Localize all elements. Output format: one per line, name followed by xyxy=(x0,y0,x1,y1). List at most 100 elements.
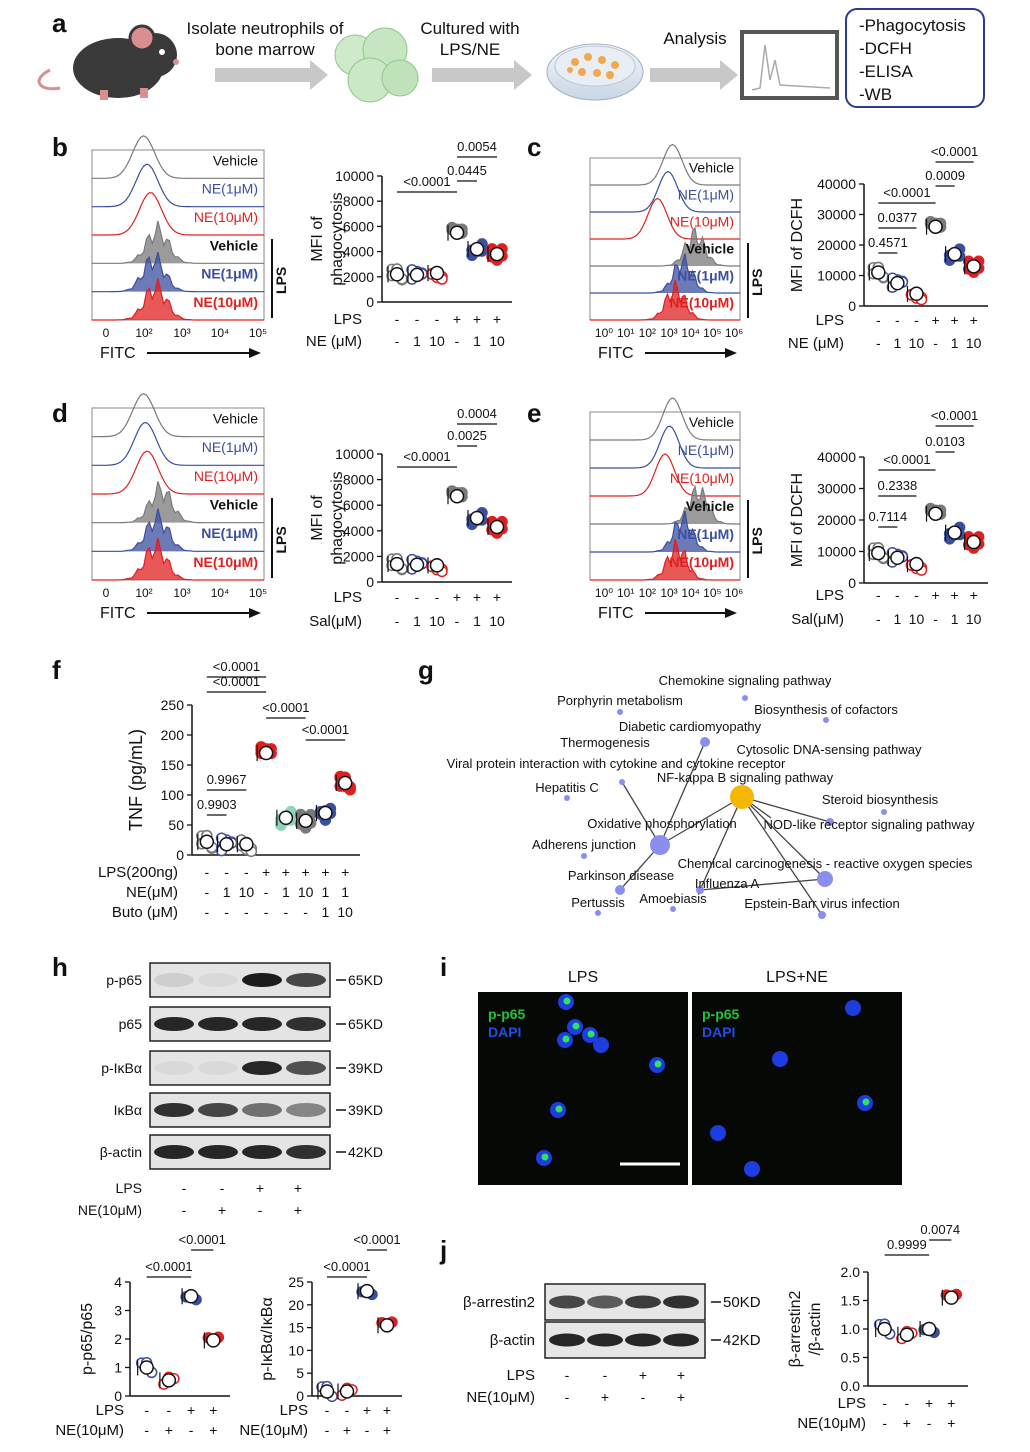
condition-value: + xyxy=(951,587,959,603)
mean-marker xyxy=(469,241,485,257)
y-tick-label: 25 xyxy=(288,1274,304,1290)
molecular-weight-label: 42KD xyxy=(723,1332,761,1349)
condition-value: - xyxy=(895,587,900,603)
condition-row-label: LPS(200ng) xyxy=(98,864,178,881)
x-tick-label: 10⁵ xyxy=(703,326,721,340)
condition-value: + xyxy=(473,311,481,327)
stain-label-pp65: p-p65 xyxy=(702,1006,740,1022)
blot-band xyxy=(625,1333,661,1347)
mean-marker xyxy=(489,246,505,262)
condition-value: + xyxy=(262,864,270,880)
x-tick-label: 10⁴ xyxy=(211,586,230,600)
mean-marker xyxy=(909,286,924,302)
y-axis-label: /β-actin xyxy=(807,1303,824,1356)
histogram-trace-5 xyxy=(92,537,264,581)
condition-row-label: LPS xyxy=(96,1402,124,1419)
monitor-illustration xyxy=(740,30,839,100)
axis-arrow-head xyxy=(249,608,261,618)
condition-value: + xyxy=(947,1415,955,1431)
network-node xyxy=(581,853,587,859)
condition-value: - xyxy=(455,613,460,629)
histogram-label: NE(10μM) xyxy=(670,213,734,229)
blot-band xyxy=(549,1333,585,1347)
y-tick-label: 200 xyxy=(161,727,185,743)
x-tick-label: 0 xyxy=(103,326,110,340)
y-tick-label: 2.0 xyxy=(841,1264,861,1280)
condition-value: + xyxy=(383,1402,391,1418)
condition-value: 1 xyxy=(413,613,421,629)
y-tick-label: 0 xyxy=(848,298,856,314)
y-tick-label: 4000 xyxy=(343,244,374,260)
network-node xyxy=(826,818,834,826)
condition-value: + xyxy=(218,1202,226,1218)
condition-value: - xyxy=(144,1402,149,1418)
panel-label-a: a xyxy=(52,8,67,38)
condition-row-label: NE(10μM) xyxy=(239,1422,308,1439)
condition-value: - xyxy=(144,1422,149,1438)
x-tick-label: 10² xyxy=(135,586,152,600)
arrow-icon xyxy=(215,60,328,90)
mean-marker xyxy=(890,550,905,566)
histogram-trace-1 xyxy=(590,170,740,213)
condition-value: 10 xyxy=(966,611,982,627)
mean-marker xyxy=(318,805,333,821)
condition-value: + xyxy=(947,1395,955,1411)
y-axis-label: MFI of DCFH xyxy=(789,473,806,567)
histogram-trace-4 xyxy=(91,508,265,552)
y-tick-label: 2 xyxy=(114,1331,122,1347)
panel-label-g: g xyxy=(418,655,434,685)
condition-value: - xyxy=(415,589,420,605)
y-tick-label: 250 xyxy=(161,697,185,713)
p-value-label: <0.0001 xyxy=(179,1232,226,1247)
condition-value: - xyxy=(395,311,400,327)
network-node xyxy=(742,695,748,701)
p-value-label: <0.0001 xyxy=(883,452,930,467)
p-value-label: 0.0377 xyxy=(878,210,918,225)
network-edge xyxy=(699,796,743,891)
x-tick-label: 10³ xyxy=(173,586,190,600)
condition-row-label: LPS xyxy=(816,587,844,604)
arrow-icon xyxy=(432,60,532,90)
network-term-label: Chemical carcinogenesis - reactive oxyge… xyxy=(678,856,973,871)
condition-value: + xyxy=(187,1402,195,1418)
condition-value: 1 xyxy=(951,611,959,627)
histogram-trace-2 xyxy=(590,453,740,497)
histogram-label: NE(1μM) xyxy=(678,442,734,458)
blot-band xyxy=(587,1333,623,1347)
y-tick-label: 0 xyxy=(114,1388,122,1404)
condition-value: 10 xyxy=(429,333,445,349)
condition-value: - xyxy=(325,1402,330,1418)
condition-value: 10 xyxy=(429,613,445,629)
network-node xyxy=(564,795,570,801)
x-axis-label: FITC xyxy=(598,605,634,622)
histogram-label: NE(10μM) xyxy=(194,209,258,225)
pp65-signal xyxy=(587,1030,595,1038)
condition-row-label: LPS xyxy=(816,312,844,329)
x-tick-label: 0 xyxy=(103,586,110,600)
blot-band xyxy=(154,1017,194,1031)
panel-label-c: c xyxy=(527,132,542,162)
p-value-label: <0.0001 xyxy=(323,1259,370,1274)
y-tick-label: 6000 xyxy=(343,218,374,234)
y-axis-label: MFI of xyxy=(309,495,326,541)
y-axis-label: p-IκBα/IκBα xyxy=(259,1297,276,1380)
condition-row-label: NE(10μM) xyxy=(797,1415,866,1432)
y-tick-label: 10 xyxy=(288,1342,304,1358)
condition-value: + xyxy=(970,312,978,328)
histogram-trace-1 xyxy=(91,163,265,208)
condition-value: 10 xyxy=(239,884,255,900)
condition-value: - xyxy=(182,1202,187,1218)
histogram-trace-0 xyxy=(91,393,265,438)
histogram-label: NE(1μM) xyxy=(201,266,258,282)
mean-marker xyxy=(258,745,274,761)
p-value-label: <0.0001 xyxy=(262,700,309,715)
panel-label-d: d xyxy=(52,398,68,428)
condition-value: - xyxy=(876,312,881,328)
p-value-label: 0.7114 xyxy=(868,509,907,524)
x-tick-label: 10⁶ xyxy=(725,326,743,340)
y-tick-label: 30000 xyxy=(817,481,856,497)
mean-marker xyxy=(337,775,353,791)
p-value-label: 0.2338 xyxy=(878,478,918,493)
workflow-step-culture: Cultured with LPS/NE xyxy=(420,19,520,59)
